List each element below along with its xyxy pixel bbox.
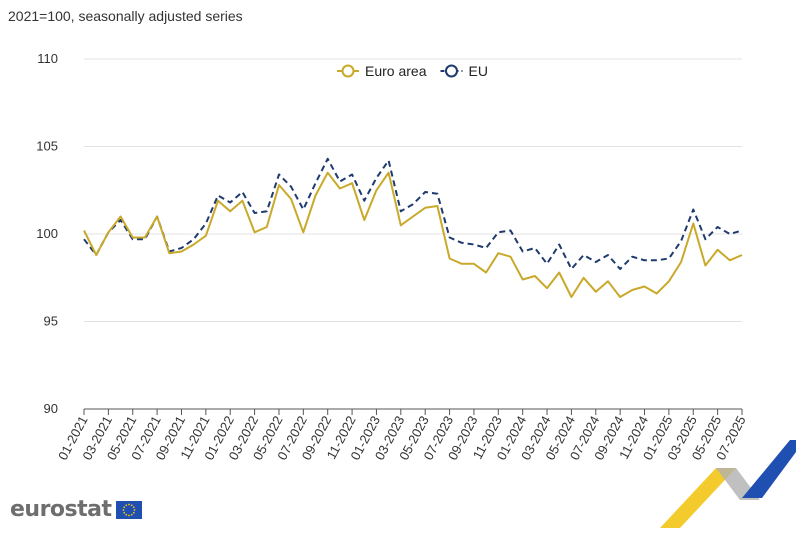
flag-star xyxy=(132,511,135,514)
flag-star xyxy=(133,508,135,511)
grid-lines xyxy=(84,58,742,322)
flag-star xyxy=(127,503,130,505)
flag-star xyxy=(132,505,135,508)
legend-item-eu[interactable]: EU xyxy=(440,63,488,79)
x-axis: 01-202103-202105-202107-202109-202111-20… xyxy=(55,408,749,463)
flag-star xyxy=(124,503,127,506)
y-tick-label: 90 xyxy=(44,401,58,416)
flag-star xyxy=(127,514,130,516)
logo-text: eurostat xyxy=(10,497,112,522)
y-axis: 110 105 100 95 90 xyxy=(36,51,58,416)
flag-star xyxy=(130,513,133,516)
eurostat-logo: eurostat xyxy=(10,497,142,522)
series-lines xyxy=(83,157,743,298)
flag-star xyxy=(124,513,127,516)
legend-marker xyxy=(341,64,355,78)
legend-item-euro-area[interactable]: Euro area xyxy=(337,63,427,79)
flag-star xyxy=(130,503,133,506)
legend-label: EU xyxy=(468,63,487,79)
legend[interactable]: Euro area EU xyxy=(337,63,488,79)
legend-label: Euro area xyxy=(365,63,427,79)
y-tick-label: 110 xyxy=(37,51,58,66)
flag-star xyxy=(122,511,125,514)
series-line-eu[interactable] xyxy=(83,157,743,270)
flag-star xyxy=(122,505,125,508)
flag-star xyxy=(122,508,124,511)
y-tick-label: 105 xyxy=(36,139,58,154)
series-line-euro-area[interactable] xyxy=(83,171,743,298)
decorative-ribbon xyxy=(660,440,796,528)
chart-subtitle: 2021=100, seasonally adjusted series xyxy=(8,8,243,24)
eu-flag-icon xyxy=(115,500,142,519)
legend-marker xyxy=(444,64,458,78)
y-tick-label: 95 xyxy=(44,314,58,329)
y-tick-label: 100 xyxy=(36,226,58,241)
